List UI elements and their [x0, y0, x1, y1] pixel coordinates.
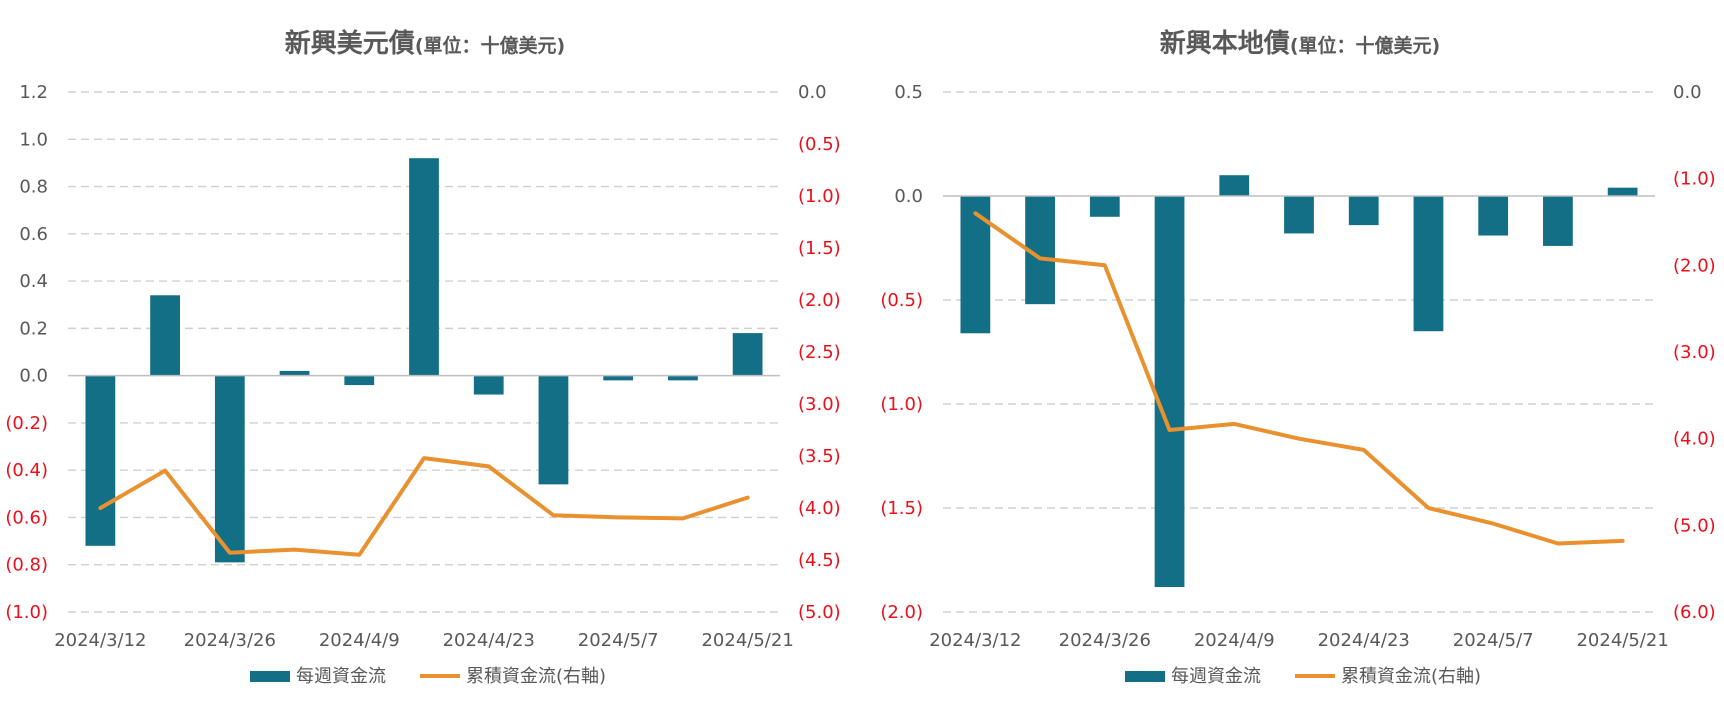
y-right-tick-label: (5.0) [1673, 515, 1716, 536]
chart-2: 新興本地債(單位：十億美元) 0.5 0.0 (0.5) (1.0) (1.5) (2.0)… [880, 28, 1715, 687]
y-left-tick-label: 1.2 [19, 82, 48, 103]
y-right-tick-label: (3.0) [798, 394, 841, 415]
y-right-tick-label: (6.0) [1673, 602, 1716, 623]
bar-weekly-flow [538, 375, 569, 485]
x-tick-label: 2024/4/23 [443, 630, 535, 651]
x-tick-label: 2024/5/21 [1576, 630, 1668, 651]
bar-weekly-flow [603, 375, 634, 381]
y-left-tick-label: 0.4 [19, 271, 48, 292]
bar-weekly-flow [1413, 196, 1444, 332]
y-right-tick-label: (2.5) [798, 342, 841, 363]
y-left-tick-label: 0.2 [19, 318, 48, 339]
bar-weekly-flow [473, 375, 504, 395]
bar-weekly-flow [1348, 196, 1379, 226]
y-right-tick-label: (3.0) [1673, 342, 1716, 363]
y-left-tick-label: 0.0 [19, 366, 48, 387]
bar-weekly-flow [668, 375, 698, 381]
legend-bar-swatch [1125, 671, 1165, 682]
y-left-tick-label: (1.0) [880, 394, 923, 415]
y-left-tick-label: 0.8 [19, 177, 48, 198]
y-right-tick-label: 0.0 [798, 82, 827, 103]
x-tick-label: 2024/3/26 [184, 630, 276, 651]
bar-weekly-flow [344, 375, 375, 386]
y-right-tick-label: (5.0) [798, 602, 841, 623]
x-tick-label: 2024/5/21 [701, 630, 793, 651]
legend: 每週資金流 累積資金流(右軸) [1125, 666, 1481, 687]
chart-title: 新興本地債(單位：十億美元) [1160, 28, 1440, 59]
bar-weekly-flow [150, 295, 180, 376]
chart-title-unit: (單位：十億美元) [1290, 34, 1440, 57]
y-right-tick-label: (2.0) [798, 290, 841, 311]
legend-label-cumulative: 累積資金流(右軸) [466, 666, 606, 687]
y-right-tick-label: (1.0) [1673, 169, 1716, 190]
y-right-tick-label: (2.0) [1673, 255, 1716, 276]
y-left-tick-label: (0.8) [5, 555, 48, 576]
bar-weekly-flow [1543, 196, 1573, 246]
bar-weekly-flow [409, 158, 439, 376]
chart-title: 新興美元債(單位：十億美元) [285, 28, 565, 59]
y-left-tick-label: (1.0) [5, 602, 48, 623]
x-tick-label: 2024/5/7 [1453, 630, 1534, 651]
legend-label-weekly: 每週資金流 [296, 666, 386, 687]
bar-weekly-flow [1219, 175, 1250, 196]
y-right-tick-label: (4.5) [798, 550, 841, 571]
y-right-tick-label: (1.5) [798, 238, 841, 259]
bar-weekly-flow [85, 375, 116, 546]
bar-weekly-flow [960, 196, 991, 334]
bar-weekly-flow [1607, 187, 1638, 196]
y-left-tick-label: (0.5) [880, 290, 923, 311]
bar-weekly-flow [1154, 196, 1185, 588]
line-cumulative-flow [98, 456, 750, 557]
line-cumulative-flow [973, 211, 1625, 546]
legend-label-weekly: 每週資金流 [1171, 666, 1261, 687]
y-left-tick-label: (0.6) [5, 507, 48, 528]
bar-weekly-flow [1478, 196, 1509, 236]
y-right-tick-label: (3.5) [798, 446, 841, 467]
y-right-tick-label: (0.5) [798, 134, 841, 155]
legend-label-cumulative: 累積資金流(右軸) [1341, 666, 1481, 687]
chart-title-main: 新興本地債 [1160, 28, 1290, 59]
bar-weekly-flow [214, 375, 245, 563]
x-tick-label: 2024/4/9 [319, 630, 400, 651]
y-left-tick-label: 0.0 [894, 186, 923, 207]
bar-weekly-flow [732, 333, 763, 376]
x-tick-label: 2024/3/12 [54, 630, 146, 651]
chart-1: 新興美元債(單位：十億美元) 1.2 1.0 0.8 0.6 0.4 0.2 0.0 (0.2)… [5, 28, 840, 687]
y-right-tick-label: (4.0) [798, 498, 841, 519]
chart-title-main: 新興美元債 [285, 28, 415, 59]
y-right-tick-label: (1.0) [798, 186, 841, 207]
legend-bar-swatch [250, 671, 290, 682]
x-tick-label: 2024/4/9 [1194, 630, 1275, 651]
chart-title-unit: (單位：十億美元) [415, 34, 565, 57]
y-left-tick-label: 1.0 [19, 129, 48, 150]
x-tick-label: 2024/3/12 [929, 630, 1021, 651]
y-left-tick-label: 0.6 [19, 224, 48, 245]
y-left-tick-label: (0.2) [5, 413, 48, 434]
bar-weekly-flow [1284, 196, 1314, 234]
y-right-tick-label: (4.0) [1673, 429, 1716, 450]
legend: 每週資金流 累積資金流(右軸) [250, 666, 606, 687]
x-tick-label: 2024/5/7 [578, 630, 659, 651]
y-left-tick-label: (0.4) [5, 460, 48, 481]
x-tick-label: 2024/3/26 [1059, 630, 1151, 651]
y-left-tick-label: 0.5 [894, 82, 923, 103]
y-left-tick-label: (2.0) [880, 602, 923, 623]
bar-weekly-flow [1089, 196, 1120, 217]
y-left-tick-label: (1.5) [880, 498, 923, 519]
bar-weekly-flow [279, 370, 310, 376]
y-right-tick-label: 0.0 [1673, 82, 1702, 103]
x-tick-label: 2024/4/23 [1318, 630, 1410, 651]
